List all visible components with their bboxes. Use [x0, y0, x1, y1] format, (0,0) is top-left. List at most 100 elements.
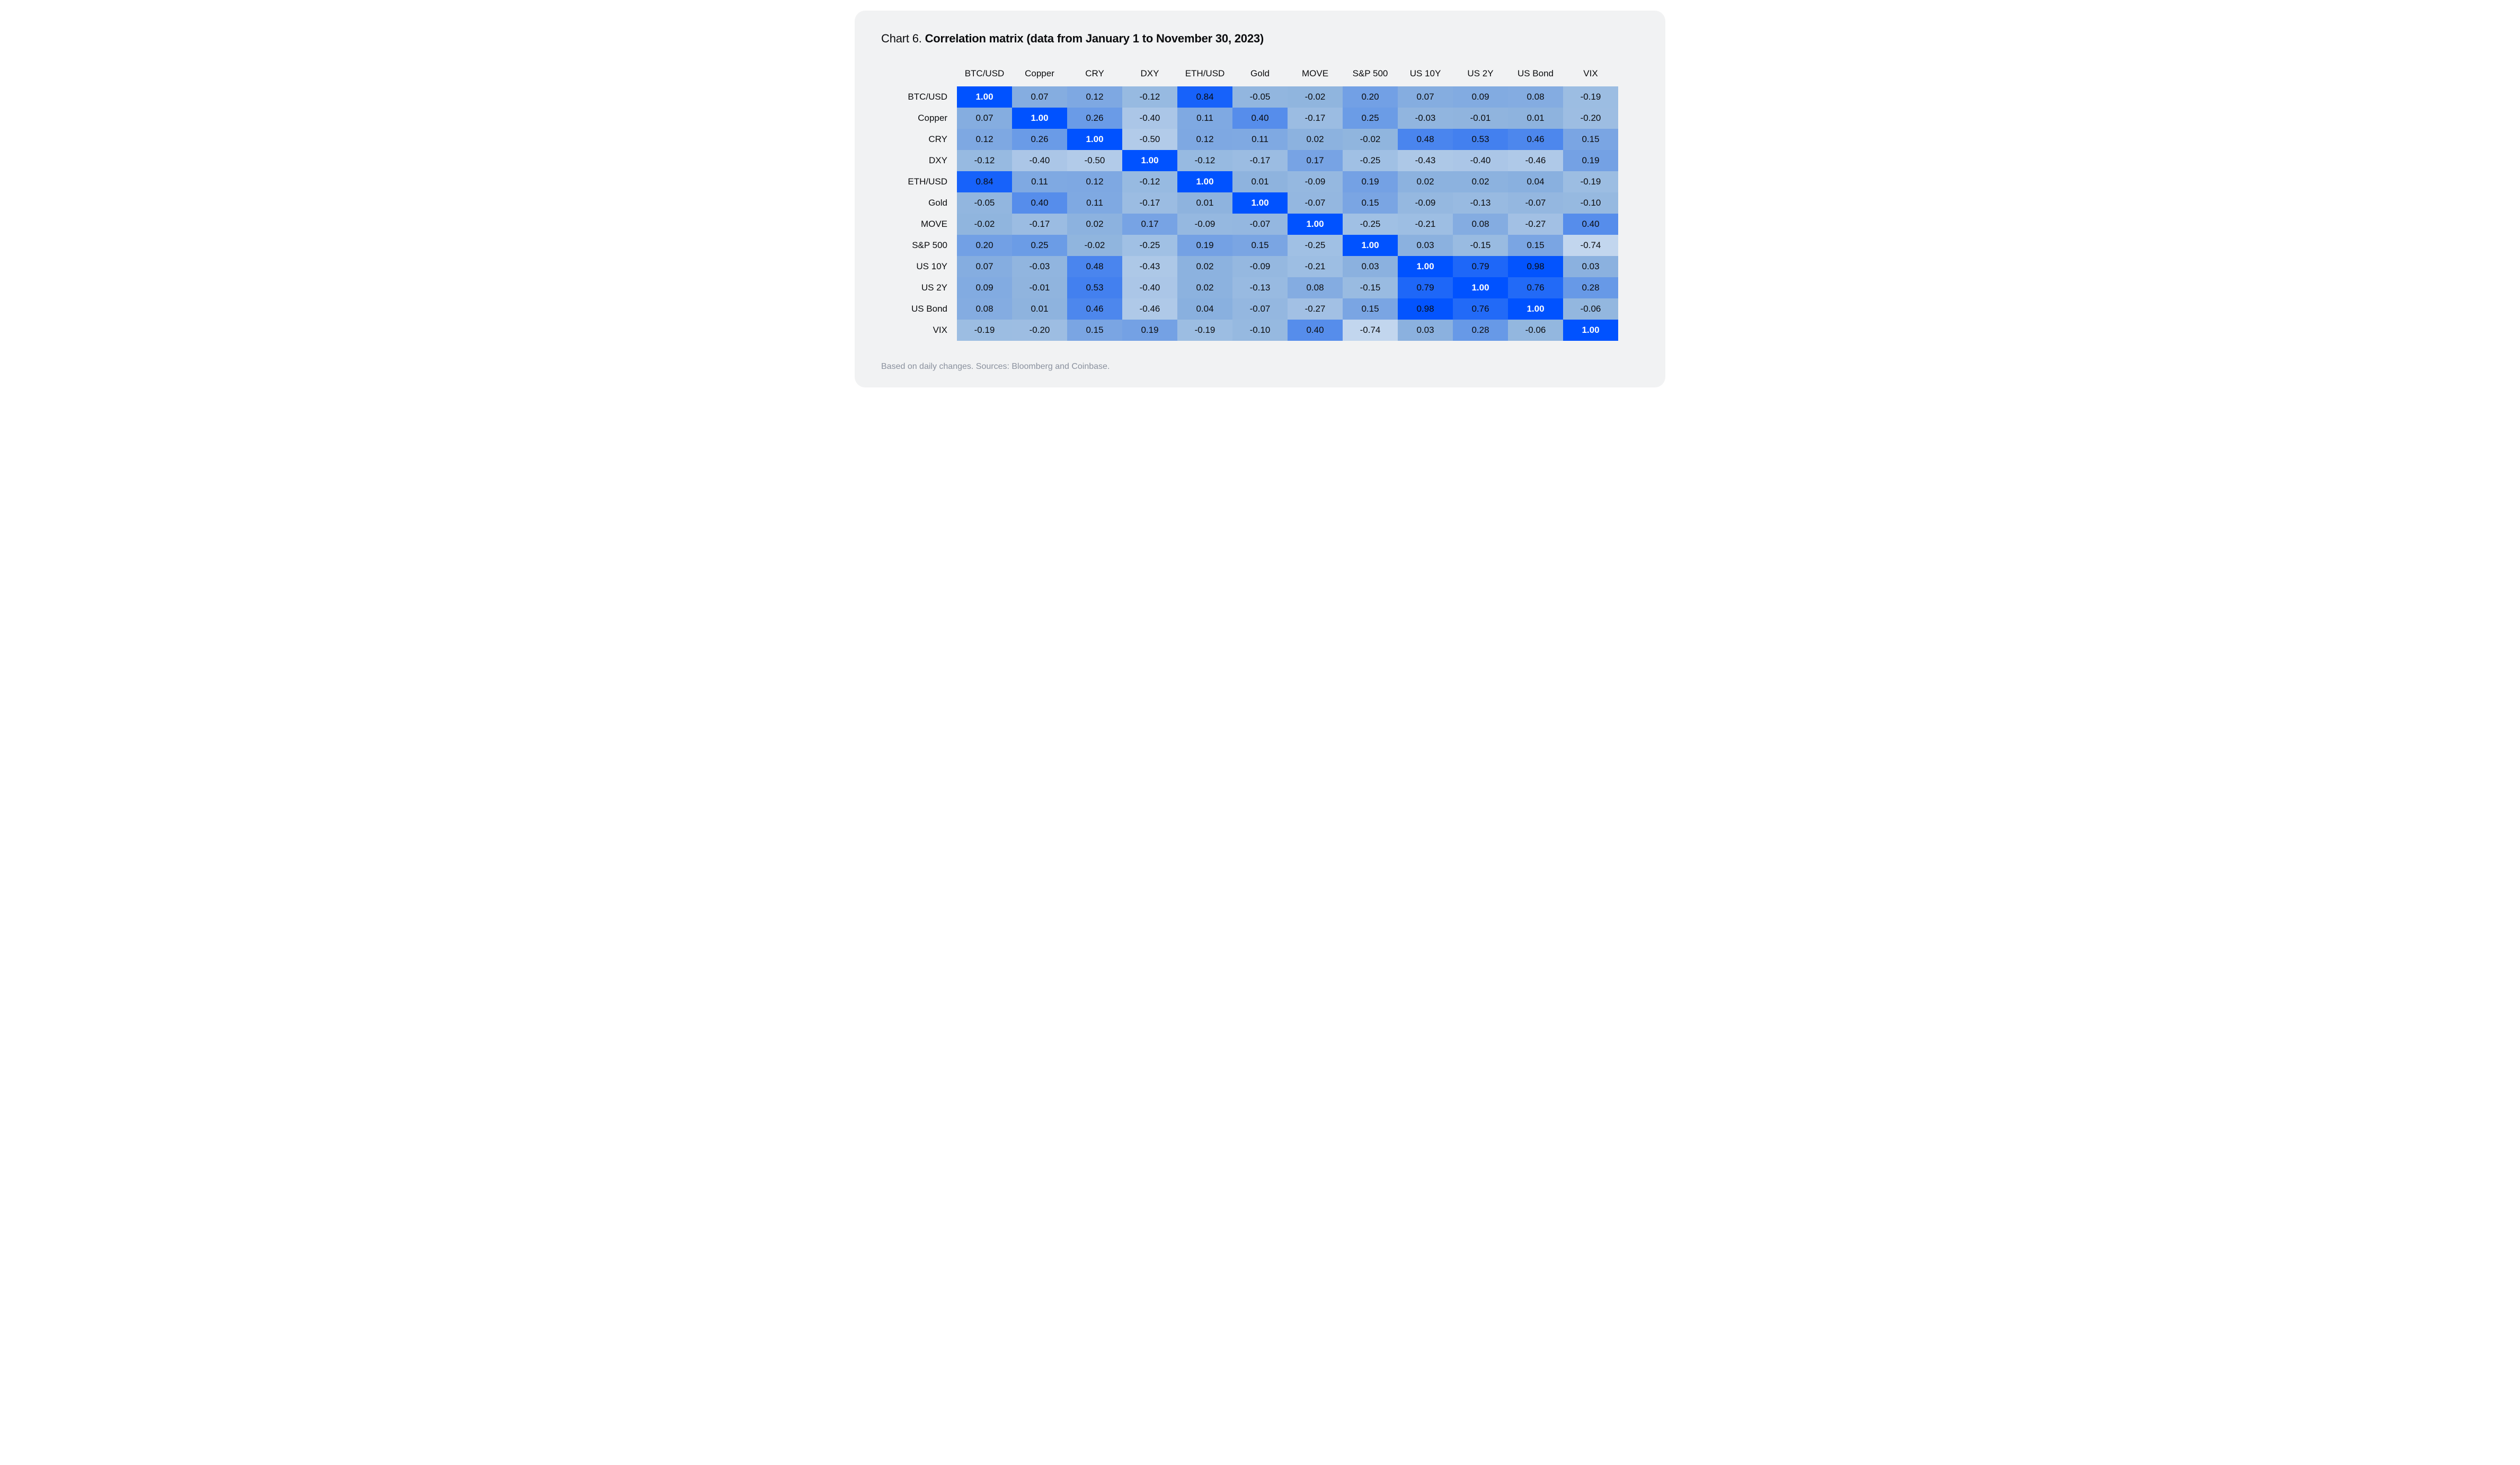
heatmap-cell: 0.17: [1288, 150, 1343, 171]
heatmap-cell: -0.09: [1177, 214, 1232, 235]
heatmap-row: US 10Y0.07-0.030.48-0.430.02-0.09-0.210.…: [902, 256, 1618, 277]
heatmap-cell: 0.53: [1067, 277, 1122, 298]
heatmap-cell: 0.53: [1453, 129, 1508, 150]
heatmap-cell: -0.19: [957, 320, 1012, 341]
row-header: BTC/USD: [902, 86, 957, 108]
heatmap-cell: 0.76: [1453, 298, 1508, 320]
heatmap-cell: -0.01: [1453, 108, 1508, 129]
heatmap-cell: 0.09: [1453, 86, 1508, 108]
heatmap-cell: -0.15: [1453, 235, 1508, 256]
heatmap-cell: 0.25: [1012, 235, 1067, 256]
chart-title: Chart 6. Correlation matrix (data from J…: [881, 32, 1639, 46]
heatmap-cell: 0.04: [1508, 171, 1563, 192]
heatmap-cell: 0.02: [1067, 214, 1122, 235]
column-header: MOVE: [1288, 64, 1343, 86]
heatmap-cell: -0.09: [1232, 256, 1288, 277]
heatmap-row: ETH/USD0.840.110.12-0.121.000.01-0.090.1…: [902, 171, 1618, 192]
heatmap-cell: -0.74: [1563, 235, 1618, 256]
heatmap-cell: -0.25: [1343, 150, 1398, 171]
heatmap-cell: 0.07: [1012, 86, 1067, 108]
heatmap-cell: 0.11: [1012, 171, 1067, 192]
row-header: US Bond: [902, 298, 957, 320]
row-header: MOVE: [902, 214, 957, 235]
heatmap-row: BTC/USD1.000.070.12-0.120.84-0.05-0.020.…: [902, 86, 1618, 108]
heatmap-row: US Bond0.080.010.46-0.460.04-0.07-0.270.…: [902, 298, 1618, 320]
heatmap-cell: -0.20: [1563, 108, 1618, 129]
row-header: CRY: [902, 129, 957, 150]
heatmap-cell: 0.15: [1343, 192, 1398, 214]
heatmap-cell: 0.98: [1508, 256, 1563, 277]
heatmap-cell: -0.40: [1453, 150, 1508, 171]
heatmap-cell: 0.03: [1398, 235, 1453, 256]
heatmap-cell: -0.27: [1288, 298, 1343, 320]
heatmap-cell: -0.27: [1508, 214, 1563, 235]
heatmap-cell: 0.15: [1067, 320, 1122, 341]
heatmap-cell: -0.50: [1067, 150, 1122, 171]
heatmap-cell: -0.17: [1288, 108, 1343, 129]
heatmap-cell: 1.00: [1398, 256, 1453, 277]
heatmap-cell: 0.26: [1012, 129, 1067, 150]
heatmap-cell: -0.20: [1012, 320, 1067, 341]
correlation-heatmap: BTC/USDCopperCRYDXYETH/USDGoldMOVES&P 50…: [902, 64, 1618, 341]
heatmap-row: DXY-0.12-0.40-0.501.00-0.12-0.170.17-0.2…: [902, 150, 1618, 171]
heatmap-cell: -0.74: [1343, 320, 1398, 341]
heatmap-cell: 1.00: [1288, 214, 1343, 235]
heatmap-row: Gold-0.050.400.11-0.170.011.00-0.070.15-…: [902, 192, 1618, 214]
heatmap-cell: 0.84: [957, 171, 1012, 192]
chart-footnote: Based on daily changes. Sources: Bloombe…: [881, 362, 1639, 372]
heatmap-cell: -0.50: [1122, 129, 1177, 150]
heatmap-cell: 0.15: [1508, 235, 1563, 256]
heatmap-cell: 0.12: [1067, 171, 1122, 192]
heatmap-cell: 0.02: [1453, 171, 1508, 192]
heatmap-cell: 0.15: [1563, 129, 1618, 150]
heatmap-cell: -0.25: [1288, 235, 1343, 256]
heatmap-cell: 0.76: [1508, 277, 1563, 298]
heatmap-cell: -0.19: [1177, 320, 1232, 341]
heatmap-cell: 0.08: [957, 298, 1012, 320]
heatmap-cell: -0.21: [1288, 256, 1343, 277]
heatmap-cell: 0.15: [1343, 298, 1398, 320]
heatmap-cell: -0.05: [1232, 86, 1288, 108]
heatmap-cell: -0.17: [1232, 150, 1288, 171]
heatmap-cell: 0.28: [1563, 277, 1618, 298]
heatmap-cell: 0.40: [1012, 192, 1067, 214]
heatmap-cell: -0.19: [1563, 171, 1618, 192]
heatmap-cell: 0.07: [957, 108, 1012, 129]
heatmap-cell: -0.40: [1012, 150, 1067, 171]
heatmap-cell: 0.25: [1343, 108, 1398, 129]
heatmap-cell: 0.07: [957, 256, 1012, 277]
heatmap-cell: 0.12: [957, 129, 1012, 150]
heatmap-row: US 2Y0.09-0.010.53-0.400.02-0.130.08-0.1…: [902, 277, 1618, 298]
heatmap-cell: -0.10: [1563, 192, 1618, 214]
heatmap-cell: 0.11: [1067, 192, 1122, 214]
heatmap-cell: 0.02: [1398, 171, 1453, 192]
heatmap-cell: 0.12: [1177, 129, 1232, 150]
heatmap-cell: -0.43: [1398, 150, 1453, 171]
heatmap-cell: -0.13: [1453, 192, 1508, 214]
heatmap-cell: 1.00: [1343, 235, 1398, 256]
heatmap-cell: 0.19: [1343, 171, 1398, 192]
column-header: S&P 500: [1343, 64, 1398, 86]
column-header: Gold: [1232, 64, 1288, 86]
row-header: VIX: [902, 320, 957, 341]
heatmap-cell: 0.15: [1232, 235, 1288, 256]
heatmap-cell: -0.17: [1012, 214, 1067, 235]
chart-title-bold: Correlation matrix (data from January 1 …: [925, 32, 1264, 45]
heatmap-cell: 0.98: [1398, 298, 1453, 320]
heatmap-cell: 0.01: [1177, 192, 1232, 214]
heatmap-cell: 0.40: [1288, 320, 1343, 341]
heatmap-row: MOVE-0.02-0.170.020.17-0.09-0.071.00-0.2…: [902, 214, 1618, 235]
heatmap-cell: -0.02: [1343, 129, 1398, 150]
heatmap-cell: -0.03: [1012, 256, 1067, 277]
heatmap-cell: -0.03: [1398, 108, 1453, 129]
heatmap-cell: -0.06: [1508, 320, 1563, 341]
heatmap-cell: 0.40: [1232, 108, 1288, 129]
heatmap-cell: -0.07: [1288, 192, 1343, 214]
column-header: CRY: [1067, 64, 1122, 86]
chart-card: Chart 6. Correlation matrix (data from J…: [855, 11, 1665, 387]
heatmap-cell: 0.20: [1343, 86, 1398, 108]
heatmap-cell: 0.08: [1453, 214, 1508, 235]
heatmap-cell: -0.12: [1122, 171, 1177, 192]
heatmap-cell: 0.19: [1122, 320, 1177, 341]
heatmap-cell: 0.01: [1012, 298, 1067, 320]
